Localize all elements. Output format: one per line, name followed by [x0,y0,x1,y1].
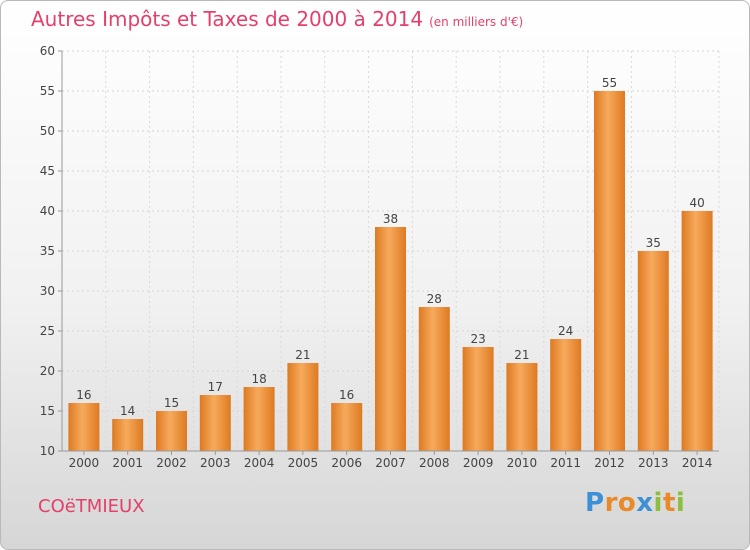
x-tick-label: 2002 [156,456,187,470]
y-tick-label: 30 [40,284,55,298]
data-label: 23 [470,332,485,346]
logo-letter: P [585,488,605,518]
data-label: 15 [164,396,179,410]
bar-2009 [462,347,494,451]
data-label: 28 [427,292,442,306]
data-label: 18 [251,372,266,386]
data-label: 55 [602,76,617,90]
data-label: 16 [339,388,354,402]
y-tick-label: 40 [40,204,55,218]
data-label: 24 [558,324,573,338]
x-tick-label: 2006 [331,456,362,470]
bar-2010 [506,363,538,451]
bar-2003 [199,395,231,451]
logo-letter: t [662,488,676,518]
x-tick-label: 2013 [638,456,669,470]
x-tick-label: 2014 [682,456,713,470]
bar-2005 [287,363,319,451]
y-tick-label: 50 [40,124,55,138]
y-tick-label: 10 [40,444,55,458]
x-tick-label: 2000 [69,456,100,470]
y-tick-label: 25 [40,324,55,338]
bar-2004 [243,387,275,451]
bar-2006 [331,403,363,451]
y-tick-label: 45 [40,164,55,178]
bar-2011 [550,339,582,451]
bar-2012 [594,91,625,451]
x-tick-label: 2004 [244,456,275,470]
data-label: 16 [76,388,91,402]
x-tick-label: 2005 [288,456,319,470]
y-tick-label: 20 [40,364,55,378]
data-label: 35 [646,236,661,250]
y-tick-label: 15 [40,404,55,418]
chart-title: Autres Impôts et Taxes de 2000 à 2014 (en… [31,7,523,31]
x-tick-label: 2003 [200,456,231,470]
x-tick-label: 2010 [507,456,538,470]
bar-2007 [375,227,406,451]
logo-letter: i [675,488,686,518]
bar-2008 [418,307,450,451]
x-tick-label: 2008 [419,456,450,470]
logo-letter: x [636,488,654,518]
bar-2002 [156,411,187,451]
y-tick-label: 60 [40,44,55,58]
data-label: 17 [208,380,223,394]
x-tick-label: 2009 [463,456,494,470]
data-label: 14 [120,404,135,418]
bar-2013 [637,251,669,451]
data-label: 21 [514,348,529,362]
x-tick-label: 2001 [112,456,143,470]
data-label: 40 [689,196,704,210]
data-label: 21 [295,348,310,362]
bar-2001 [112,419,144,451]
data-label: 38 [383,212,398,226]
logo-letter: o [617,488,637,518]
logo-letter: i [653,488,663,518]
commune-name: COëTMIEUX [38,496,145,517]
proxiti-logo: Proxiti [585,488,685,518]
y-tick-label: 35 [40,244,55,258]
y-tick-label: 55 [40,84,55,98]
x-tick-label: 2012 [594,456,625,470]
bar-2014 [681,211,713,451]
x-tick-label: 2011 [550,456,581,470]
title-text: Autres Impôts et Taxes de 2000 à 2014 [31,7,424,31]
bar-2000 [68,403,100,451]
logo-letter: r [604,488,618,518]
unit-text: (en milliers d'€) [429,15,524,29]
x-tick-label: 2007 [375,456,406,470]
